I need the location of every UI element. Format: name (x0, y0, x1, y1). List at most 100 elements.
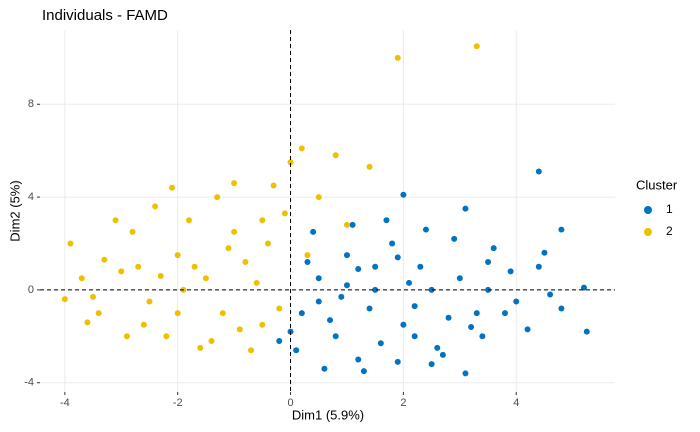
point (513, 298, 520, 305)
point (434, 344, 441, 351)
point (394, 358, 401, 365)
point (185, 217, 192, 224)
point (157, 272, 164, 279)
point (253, 279, 260, 286)
point (276, 337, 283, 344)
point (400, 321, 407, 328)
point (264, 240, 271, 247)
point (259, 321, 266, 328)
point (146, 298, 153, 305)
point (507, 268, 514, 275)
point (101, 256, 108, 263)
x-axis-label: Dim1 (5.9%) (292, 407, 364, 422)
point (428, 286, 435, 293)
point (310, 228, 317, 235)
point (140, 321, 147, 328)
point (321, 365, 328, 372)
point (389, 240, 396, 247)
point (558, 305, 565, 312)
point (372, 286, 379, 293)
point (236, 326, 243, 333)
point (501, 310, 508, 317)
point (439, 351, 446, 358)
point (276, 305, 283, 312)
point (372, 263, 379, 270)
point (214, 194, 221, 201)
point (287, 159, 294, 166)
point (242, 259, 249, 266)
point (84, 319, 91, 326)
point (304, 259, 311, 266)
chart-title: Individuals - FAMD (42, 7, 168, 24)
point (197, 344, 204, 351)
point (163, 333, 170, 340)
point (355, 356, 362, 363)
point (360, 368, 367, 375)
point (417, 263, 424, 270)
point (485, 259, 492, 266)
point (462, 370, 469, 377)
point (535, 263, 542, 270)
y-axis-label: Dim2 (5%) (7, 180, 22, 241)
point (248, 347, 255, 354)
point (411, 333, 418, 340)
point (406, 279, 413, 286)
point (343, 221, 350, 228)
point (462, 205, 469, 212)
point (349, 221, 356, 228)
point (298, 145, 305, 152)
point (377, 340, 384, 347)
point (343, 282, 350, 289)
point (270, 182, 277, 189)
x-tick-label: 2 (400, 397, 406, 409)
y-tick-label: 8 (28, 98, 34, 110)
point (535, 168, 542, 175)
y-tick-label: -4 (24, 377, 34, 389)
point (152, 203, 159, 210)
point (580, 284, 587, 291)
point (231, 228, 238, 235)
point (90, 293, 97, 300)
point (327, 317, 334, 324)
point (191, 263, 198, 270)
point (315, 194, 322, 201)
point (78, 275, 85, 282)
x-tick-label: -2 (173, 397, 183, 409)
point (355, 266, 362, 273)
legend-title: Cluster (636, 177, 678, 192)
point (394, 254, 401, 261)
point (338, 293, 345, 300)
point (383, 217, 390, 224)
point (558, 226, 565, 233)
point (112, 217, 119, 224)
point (473, 43, 480, 50)
point (366, 163, 373, 170)
point (541, 249, 548, 256)
point (473, 310, 480, 317)
point (411, 303, 418, 310)
point (169, 184, 176, 191)
point (293, 347, 300, 354)
point (468, 324, 475, 331)
point (583, 328, 590, 335)
legend-swatch (644, 228, 652, 236)
point (400, 191, 407, 198)
point (315, 275, 322, 282)
point (129, 228, 136, 235)
point (202, 275, 209, 282)
legend-swatch (644, 206, 652, 214)
y-tick-label: 0 (28, 284, 34, 296)
point (225, 245, 232, 252)
point (95, 310, 102, 317)
y-tick-label: 4 (28, 191, 34, 203)
point (231, 180, 238, 187)
point (259, 217, 266, 224)
point (524, 326, 531, 333)
point (422, 226, 429, 233)
point (479, 333, 486, 340)
point (366, 305, 373, 312)
point (445, 314, 452, 321)
point (219, 310, 226, 317)
point (394, 54, 401, 61)
